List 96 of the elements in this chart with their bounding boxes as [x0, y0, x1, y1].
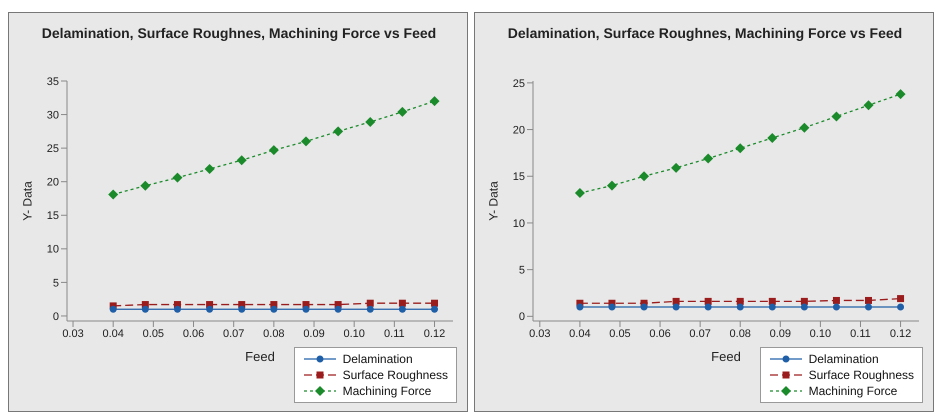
point — [397, 106, 408, 117]
y-tick-label: 10 — [46, 244, 59, 256]
x-tick-label: 0.06 — [649, 328, 671, 340]
chart-title: Delamination, Surface Roughnes, Machining Force vs Feed — [40, 25, 438, 41]
point — [703, 154, 714, 164]
point — [767, 132, 778, 143]
x-tick-label: 0.09 — [770, 328, 792, 340]
chart-title: Delamination, Surface Roughnes, Machining Force vs Feed — [506, 25, 904, 41]
legend-label: Surface Roughness — [808, 368, 914, 382]
point — [236, 155, 247, 166]
point — [608, 303, 616, 310]
point — [172, 172, 182, 183]
x-tick-label: 0.03 — [529, 328, 551, 340]
x-tick-label: 0.07 — [689, 328, 711, 340]
point — [334, 306, 342, 313]
point — [204, 164, 215, 174]
point — [110, 306, 117, 313]
point — [270, 306, 278, 313]
point — [704, 303, 712, 310]
x-tick-label: 0.07 — [222, 328, 244, 340]
x-tick-label: 0.09 — [303, 328, 325, 340]
point — [863, 100, 874, 110]
point — [736, 303, 744, 310]
point — [639, 171, 650, 182]
point — [832, 303, 840, 310]
point — [864, 296, 872, 304]
legend-label: Delamination — [342, 352, 413, 366]
point — [640, 303, 648, 310]
point — [672, 303, 680, 310]
legend-label: Delamination — [808, 352, 879, 366]
point — [430, 96, 440, 106]
point — [398, 300, 406, 307]
y-tick-label: 20 — [46, 176, 59, 189]
y-tick-label: 5 — [518, 264, 525, 277]
x-tick-label: 0.11 — [850, 328, 871, 340]
x-tick-label: 0.03 — [62, 328, 84, 340]
y-axis-title: Y- Data — [486, 180, 500, 221]
point — [268, 145, 279, 156]
point — [238, 306, 246, 313]
point — [108, 189, 118, 200]
y-tick-label: 25 — [46, 143, 59, 156]
point — [574, 188, 585, 198]
y-tick-label: 30 — [46, 109, 59, 122]
point — [300, 136, 311, 146]
point — [365, 116, 376, 127]
point — [768, 303, 776, 310]
point — [366, 306, 374, 313]
point — [800, 303, 808, 310]
x-axis-title: Feed — [245, 349, 275, 364]
y-tick-label: 0 — [52, 310, 59, 323]
y-tick-label: 35 — [46, 76, 59, 88]
x-tick-label: 0.12 — [424, 328, 446, 340]
point — [832, 296, 840, 304]
y-tick-label: 20 — [512, 124, 525, 136]
x-tick-label: 0.10 — [343, 328, 365, 340]
point — [864, 303, 872, 310]
y-axis-title: Y- Data — [20, 180, 34, 221]
legend-label: Machining Force — [342, 384, 432, 398]
x-tick-label: 0.06 — [182, 328, 204, 340]
x-tick-label: 0.04 — [569, 328, 591, 340]
point — [302, 306, 310, 313]
point — [671, 162, 682, 173]
point — [174, 306, 181, 313]
point — [398, 306, 406, 313]
point — [333, 126, 344, 136]
point — [431, 300, 438, 307]
x-tick-label: 0.08 — [263, 328, 285, 340]
legend-label: Machining Force — [808, 384, 898, 398]
point — [735, 143, 746, 154]
y-tick-label: 15 — [512, 171, 525, 184]
point — [799, 122, 810, 133]
point — [366, 300, 374, 307]
point — [206, 306, 214, 313]
point — [431, 306, 438, 313]
x-tick-label: 0.05 — [609, 328, 631, 340]
x-tick-label: 0.10 — [810, 328, 832, 340]
x-axis-title: Feed — [711, 349, 741, 364]
y-tick-label: 5 — [52, 277, 59, 290]
point — [606, 180, 617, 191]
y-tick-label: 25 — [512, 78, 525, 90]
x-tick-label: 0.08 — [730, 328, 751, 340]
point — [142, 306, 149, 313]
point — [896, 89, 906, 100]
x-tick-label: 0.04 — [102, 328, 124, 340]
y-tick-label: 0 — [518, 311, 525, 324]
x-tick-label: 0.12 — [890, 328, 912, 340]
y-tick-label: 10 — [512, 218, 525, 230]
x-tick-label: 0.05 — [142, 328, 164, 340]
x-tick-label: 0.11 — [384, 328, 405, 340]
point — [576, 303, 584, 310]
point — [897, 303, 904, 310]
legend-label: Surface Roughness — [342, 368, 448, 382]
point — [831, 111, 842, 122]
point — [897, 295, 904, 302]
y-tick-label: 15 — [46, 210, 59, 222]
point — [140, 180, 150, 191]
